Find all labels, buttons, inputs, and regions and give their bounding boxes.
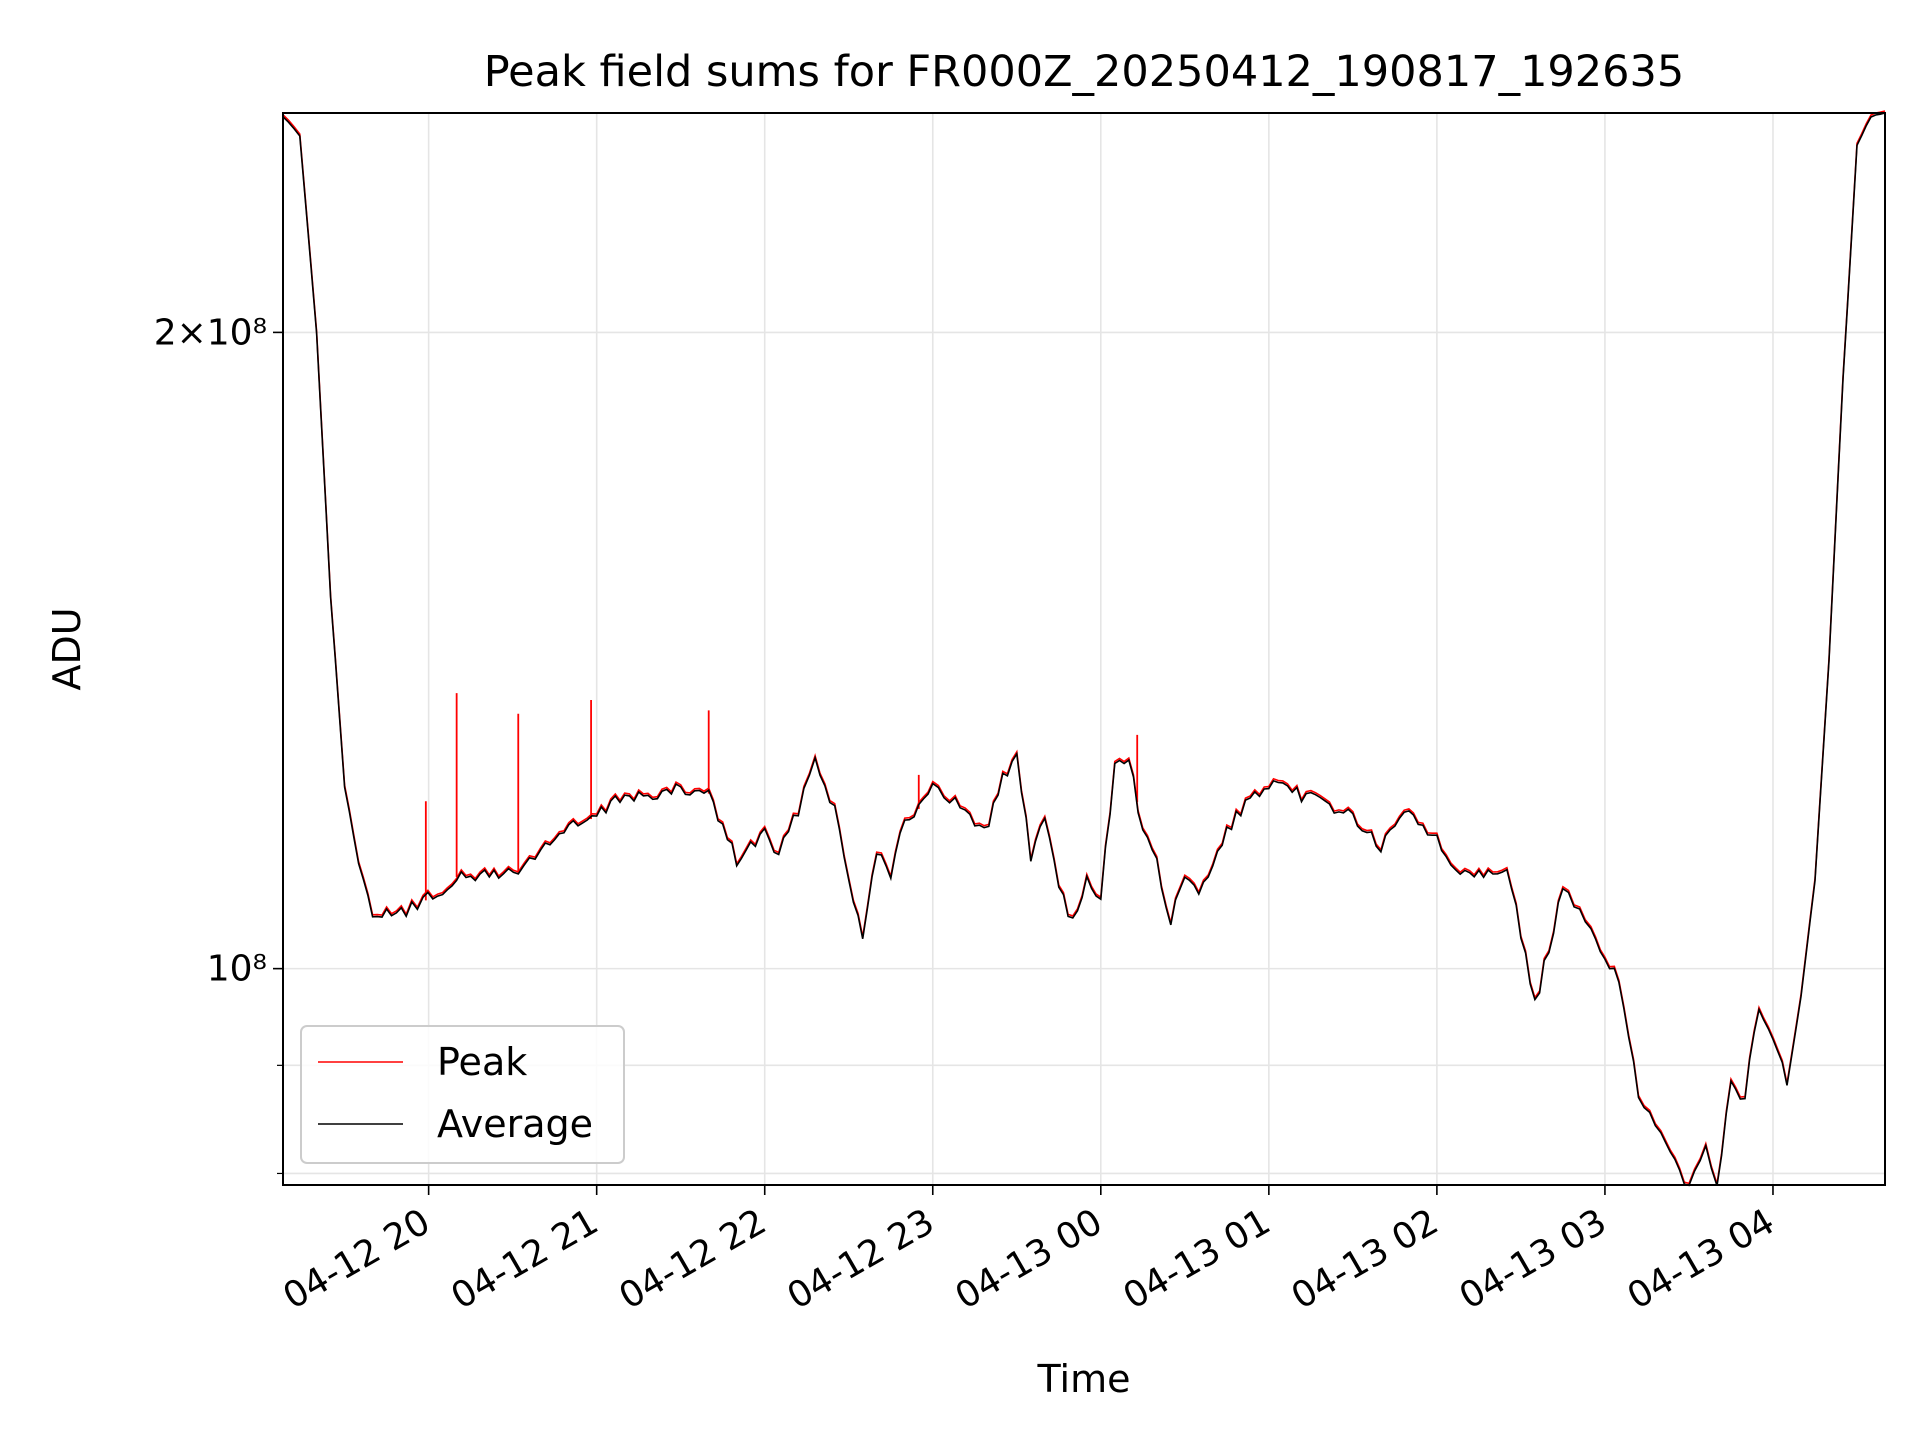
legend-label-average: Average xyxy=(437,1102,593,1146)
legend: Peak Average xyxy=(300,1025,625,1164)
legend-box xyxy=(300,1025,625,1164)
grid xyxy=(283,113,1885,1185)
chart-title: Peak field sums for FR000Z_20250412_1908… xyxy=(484,47,1684,97)
y-axis-label: ADU xyxy=(45,607,89,690)
y-tick-label: 10⁸ xyxy=(207,949,267,990)
legend-label-peak: Peak xyxy=(437,1040,527,1084)
y-tick-label: 2×10⁸ xyxy=(154,312,267,353)
plot-frame xyxy=(282,112,1886,1186)
average-series-line xyxy=(282,112,1886,1187)
x-axis-label: Time xyxy=(1037,1357,1131,1401)
plot-lines xyxy=(282,110,1886,1187)
